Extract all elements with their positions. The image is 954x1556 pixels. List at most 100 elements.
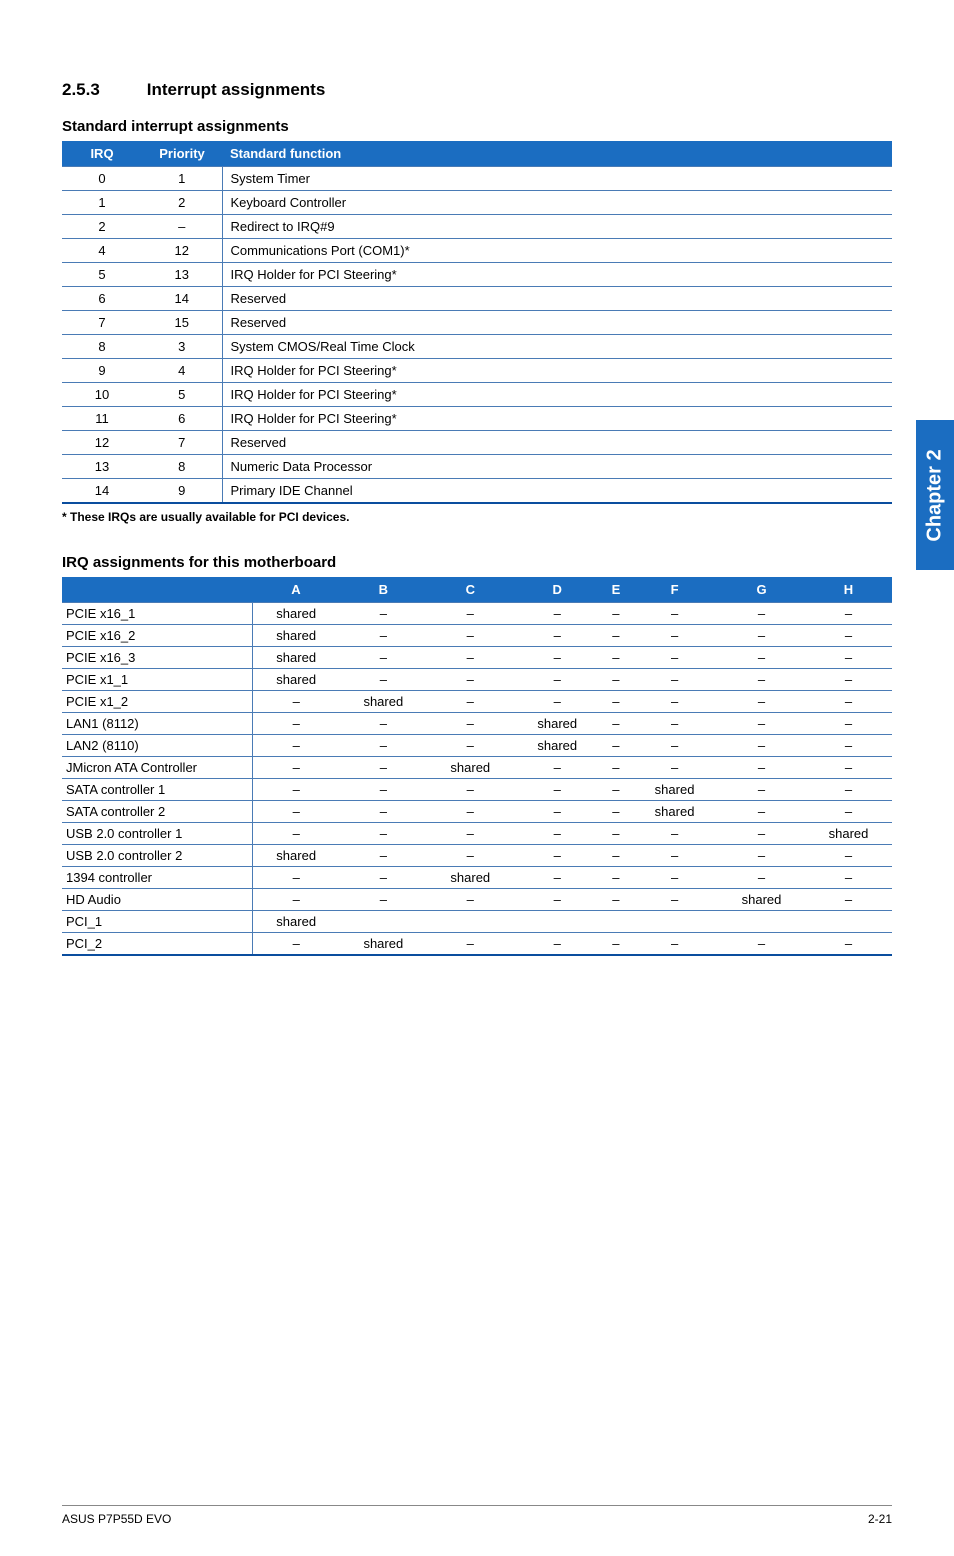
table-cell: 3 xyxy=(142,335,222,359)
table-cell: System CMOS/Real Time Clock xyxy=(222,335,892,359)
table-cell: 12 xyxy=(62,431,142,455)
table-header-cell: IRQ xyxy=(62,141,142,167)
table-cell: 7 xyxy=(142,431,222,455)
table-cell: – xyxy=(805,889,892,911)
table-cell: – xyxy=(601,735,631,757)
table-cell: shared xyxy=(514,735,601,757)
table-cell: – xyxy=(252,933,340,956)
table-cell: 15 xyxy=(142,311,222,335)
table-cell: – xyxy=(340,801,427,823)
page-content: 2.5.3 Interrupt assignments Standard int… xyxy=(0,0,954,1556)
table-cell: – xyxy=(252,779,340,801)
table-cell: – xyxy=(252,713,340,735)
table-cell: IRQ Holder for PCI Steering* xyxy=(222,359,892,383)
footer-right: 2-21 xyxy=(868,1512,892,1526)
table-cell: – xyxy=(718,691,805,713)
table-row: PCIE x16_3shared––––––– xyxy=(62,647,892,669)
table-cell: – xyxy=(142,215,222,239)
table-cell: – xyxy=(631,867,718,889)
table-cell: shared xyxy=(631,801,718,823)
table-cell: – xyxy=(514,867,601,889)
table-row: 513IRQ Holder for PCI Steering* xyxy=(62,263,892,287)
table-cell: – xyxy=(631,757,718,779)
table-cell: – xyxy=(427,823,514,845)
table-cell: – xyxy=(805,647,892,669)
table-cell: – xyxy=(514,647,601,669)
table-cell: – xyxy=(252,867,340,889)
table-cell: – xyxy=(601,713,631,735)
table-cell: 12 xyxy=(142,239,222,263)
footer-left: ASUS P7P55D EVO xyxy=(62,1512,171,1526)
chapter-side-tab: Chapter 2 xyxy=(916,420,954,570)
table-cell: IRQ Holder for PCI Steering* xyxy=(222,263,892,287)
table-cell: – xyxy=(514,625,601,647)
table-header-cell: A xyxy=(252,577,340,603)
table-cell: – xyxy=(340,625,427,647)
table1-heading: Standard interrupt assignments xyxy=(62,118,892,135)
standard-interrupt-table: IRQPriorityStandard function 01System Ti… xyxy=(62,141,892,504)
table-cell: – xyxy=(427,669,514,691)
table-cell: LAN2 (8110) xyxy=(62,735,252,757)
table-cell: LAN1 (8112) xyxy=(62,713,252,735)
table-cell: – xyxy=(631,735,718,757)
table-row: PCIE x1_1shared––––––– xyxy=(62,669,892,691)
table-cell: – xyxy=(631,691,718,713)
table-cell: PCIE x1_1 xyxy=(62,669,252,691)
table-cell: – xyxy=(340,867,427,889)
table-cell: – xyxy=(340,603,427,625)
table-cell: – xyxy=(601,669,631,691)
table-cell: – xyxy=(427,691,514,713)
table-cell: – xyxy=(805,713,892,735)
table-cell: Reserved xyxy=(222,287,892,311)
table-row: PCIE x16_1shared––––––– xyxy=(62,603,892,625)
table-cell: – xyxy=(514,801,601,823)
table-cell: 1 xyxy=(142,167,222,191)
table-row: LAN2 (8110)–––shared–––– xyxy=(62,735,892,757)
table-cell: 7 xyxy=(62,311,142,335)
table-row: PCI_2–shared–––––– xyxy=(62,933,892,956)
table-cell: – xyxy=(514,691,601,713)
table-cell: – xyxy=(427,603,514,625)
table-row: 83System CMOS/Real Time Clock xyxy=(62,335,892,359)
table-cell: – xyxy=(340,713,427,735)
table-row: 01System Timer xyxy=(62,167,892,191)
table-cell xyxy=(427,911,514,933)
table-cell: – xyxy=(718,735,805,757)
table-cell: – xyxy=(718,867,805,889)
table-cell: – xyxy=(427,889,514,911)
table-row: 2–Redirect to IRQ#9 xyxy=(62,215,892,239)
table-cell: – xyxy=(427,845,514,867)
table-cell: – xyxy=(340,823,427,845)
table-cell: – xyxy=(514,933,601,956)
table-cell: Numeric Data Processor xyxy=(222,455,892,479)
table-cell: shared xyxy=(340,933,427,956)
table-cell: – xyxy=(252,889,340,911)
page-footer: ASUS P7P55D EVO 2-21 xyxy=(62,1505,892,1526)
table-cell: – xyxy=(631,647,718,669)
table-cell: – xyxy=(631,889,718,911)
table-cell: 0 xyxy=(62,167,142,191)
table-cell: – xyxy=(718,779,805,801)
table-cell: shared xyxy=(252,647,340,669)
table-cell: Reserved xyxy=(222,431,892,455)
table-cell: – xyxy=(340,669,427,691)
table-cell: – xyxy=(718,713,805,735)
table-cell: – xyxy=(427,933,514,956)
table-cell: 4 xyxy=(62,239,142,263)
table-row: SATA controller 1–––––shared–– xyxy=(62,779,892,801)
table-cell: 8 xyxy=(142,455,222,479)
table-row: PCIE x16_2shared––––––– xyxy=(62,625,892,647)
table-cell: – xyxy=(427,779,514,801)
table-cell: 8 xyxy=(62,335,142,359)
table-header-cell: G xyxy=(718,577,805,603)
chapter-side-label: Chapter 2 xyxy=(924,449,947,541)
table-cell: shared xyxy=(631,779,718,801)
table-cell: – xyxy=(805,603,892,625)
table-cell: – xyxy=(805,845,892,867)
table-cell: – xyxy=(252,757,340,779)
table-cell: Redirect to IRQ#9 xyxy=(222,215,892,239)
table-row: PCIE x1_2–shared–––––– xyxy=(62,691,892,713)
table-cell: JMicron ATA Controller xyxy=(62,757,252,779)
table-cell: – xyxy=(427,625,514,647)
table-cell: shared xyxy=(427,867,514,889)
